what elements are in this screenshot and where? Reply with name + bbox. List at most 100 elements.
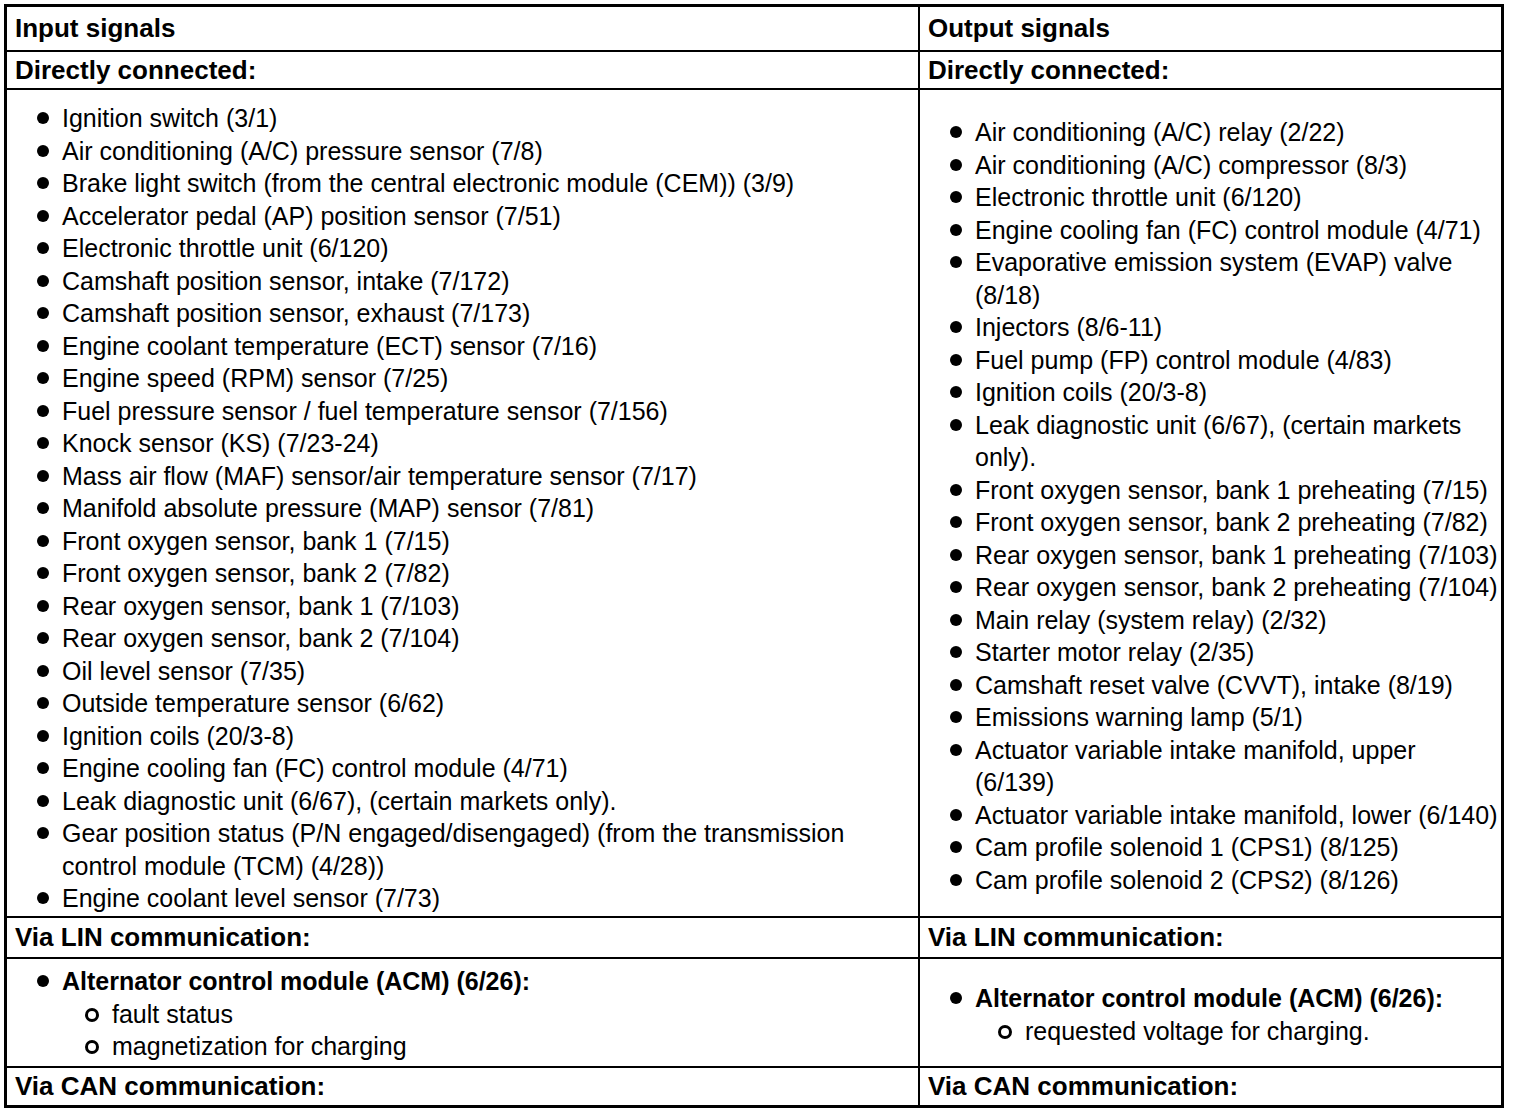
list-item-text: Actuator variable intake manifold, upper… — [975, 736, 1416, 797]
list-item: Rear oxygen sensor, bank 2 preheating (7… — [920, 571, 1501, 604]
list-item: Rear oxygen sensor, bank 1 preheating (7… — [920, 539, 1501, 572]
list-item-text: Mass air flow (MAF) sensor/air temperatu… — [62, 462, 697, 490]
list-item-text: Engine cooling fan (FC) control module (… — [975, 216, 1481, 244]
via-lin-label: Via LIN communication: — [7, 922, 311, 953]
list-item: Electronic throttle unit (6/120) — [7, 232, 918, 265]
list-item: Oil level sensor (7/35) — [7, 655, 918, 688]
list-item: Actuator variable intake manifold, upper… — [920, 734, 1501, 799]
sub-list-item: requested voltage for charging. — [920, 1015, 1501, 1048]
list-item: Ignition switch (3/1) — [7, 102, 918, 135]
filled-bullet-icon — [37, 437, 49, 449]
filled-bullet-icon — [37, 177, 49, 189]
list-item-text: Engine cooling fan (FC) control module (… — [62, 754, 568, 782]
document-page: Input signals Directly connected: Igniti… — [0, 0, 1520, 1116]
input-signals-header: Input signals — [7, 13, 175, 44]
list-item: Front oxygen sensor, bank 2 preheating (… — [920, 506, 1501, 539]
list-item-text: Starter motor relay (2/35) — [975, 638, 1254, 666]
list-item-text: Camshaft reset valve (CVVT), intake (8/1… — [975, 671, 1453, 699]
list-item: Starter motor relay (2/35) — [920, 636, 1501, 669]
list-item: Engine cooling fan (FC) control module (… — [920, 214, 1501, 247]
filled-bullet-icon — [37, 112, 49, 124]
list-item-text: magnetization for charging — [112, 1032, 407, 1060]
list-item: Air conditioning (A/C) compressor (8/3) — [920, 149, 1501, 182]
list-item: Rear oxygen sensor, bank 1 (7/103) — [7, 590, 918, 623]
list-item-text: Front oxygen sensor, bank 2 preheating (… — [975, 508, 1488, 536]
filled-bullet-icon — [37, 307, 49, 319]
list-item: Mass air flow (MAF) sensor/air temperatu… — [7, 460, 918, 493]
signals-table: Input signals Directly connected: Igniti… — [4, 4, 1504, 1108]
filled-bullet-icon — [950, 516, 962, 528]
list-item: Leak diagnostic unit (6/67), (certain ma… — [7, 785, 918, 818]
filled-bullet-icon — [37, 697, 49, 709]
output-directly-connected-list: Air conditioning (A/C) relay (2/22) Air c… — [920, 116, 1501, 896]
list-item: Cam profile solenoid 1 (CPS1) (8/125) — [920, 831, 1501, 864]
list-item-text: Ignition coils (20/3-8) — [975, 378, 1207, 406]
list-item-text: Oil level sensor (7/35) — [62, 657, 305, 685]
output-via-lin-label-cell: Via LIN communication: — [920, 918, 1501, 959]
open-circle-bullet-icon — [85, 1040, 99, 1054]
filled-bullet-icon — [950, 256, 962, 268]
filled-bullet-icon — [37, 975, 49, 987]
filled-bullet-icon — [37, 502, 49, 514]
filled-bullet-icon — [950, 549, 962, 561]
list-item: Engine speed (RPM) sensor (7/25) — [7, 362, 918, 395]
filled-bullet-icon — [37, 405, 49, 417]
list-item-text: Front oxygen sensor, bank 1 (7/15) — [62, 527, 450, 555]
open-circle-bullet-icon — [998, 1025, 1012, 1039]
list-item: Manifold absolute pressure (MAP) sensor … — [7, 492, 918, 525]
list-item: Front oxygen sensor, bank 1 preheating (… — [920, 474, 1501, 507]
filled-bullet-icon — [37, 340, 49, 352]
filled-bullet-icon — [37, 210, 49, 222]
output-via-lin-list: Alternator control module (ACM) (6/26): r… — [920, 982, 1501, 1047]
list-item: Engine coolant temperature (ECT) sensor … — [7, 330, 918, 363]
filled-bullet-icon — [37, 242, 49, 254]
list-item-text: Alternator control module (ACM) (6/26): — [975, 984, 1443, 1012]
list-item-text: fault status — [112, 1000, 233, 1028]
output-via-lin-list-cell: Alternator control module (ACM) (6/26): r… — [920, 959, 1501, 1068]
list-item-text: Electronic throttle unit (6/120) — [975, 183, 1302, 211]
list-item: Knock sensor (KS) (7/23-24) — [7, 427, 918, 460]
filled-bullet-icon — [950, 744, 962, 756]
list-item-text: Cam profile solenoid 1 (CPS1) (8/125) — [975, 833, 1399, 861]
filled-bullet-icon — [950, 581, 962, 593]
input-via-lin-label-cell: Via LIN communication: — [7, 918, 918, 959]
list-item: Gear position status (P/N engaged/diseng… — [7, 817, 918, 882]
filled-bullet-icon — [950, 809, 962, 821]
list-item-text: Manifold absolute pressure (MAP) sensor … — [62, 494, 594, 522]
list-item: Ignition coils (20/3-8) — [7, 720, 918, 753]
list-item-text: Front oxygen sensor, bank 2 (7/82) — [62, 559, 450, 587]
filled-bullet-icon — [950, 711, 962, 723]
input-via-lin-list-cell: Alternator control module (ACM) (6/26):f… — [7, 959, 918, 1068]
output-signals-column: Output signals Directly connected: Air c… — [918, 7, 1501, 1105]
filled-bullet-icon — [37, 892, 49, 904]
list-item-text: Air conditioning (A/C) pressure sensor (… — [62, 137, 543, 165]
list-item: Injectors (8/6-11) — [920, 311, 1501, 344]
list-item-text: Camshaft position sensor, exhaust (7/173… — [62, 299, 530, 327]
list-item-text: Fuel pump (FP) control module (4/83) — [975, 346, 1392, 374]
list-item-text: Outside temperature sensor (6/62) — [62, 689, 444, 717]
directly-connected-label: Directly connected: — [920, 55, 1169, 86]
filled-bullet-icon — [950, 992, 962, 1004]
list-item: Brake light switch (from the central ele… — [7, 167, 918, 200]
input-via-can-label-cell: Via CAN communication: — [7, 1068, 918, 1105]
filled-bullet-icon — [37, 827, 49, 839]
list-item: Electronic throttle unit (6/120) — [920, 181, 1501, 214]
list-item-text: requested voltage for charging. — [1025, 1017, 1370, 1045]
list-item: Ignition coils (20/3-8) — [920, 376, 1501, 409]
filled-bullet-icon — [950, 191, 962, 203]
list-item: Camshaft position sensor, intake (7/172) — [7, 265, 918, 298]
filled-bullet-icon — [950, 419, 962, 431]
list-item-text: Air conditioning (A/C) relay (2/22) — [975, 118, 1345, 146]
list-item-text: Rear oxygen sensor, bank 2 (7/104) — [62, 624, 459, 652]
list-item-text: Camshaft position sensor, intake (7/172) — [62, 267, 509, 295]
filled-bullet-icon — [950, 614, 962, 626]
list-item: Camshaft reset valve (CVVT), intake (8/1… — [920, 669, 1501, 702]
list-item-text: Main relay (system relay) (2/32) — [975, 606, 1326, 634]
sub-list-item: magnetization for charging — [7, 1030, 918, 1063]
filled-bullet-icon — [950, 224, 962, 236]
via-can-label: Via CAN communication: — [7, 1071, 325, 1102]
list-item-text: Brake light switch (from the central ele… — [62, 169, 794, 197]
list-item-text: Cam profile solenoid 2 (CPS2) (8/126) — [975, 866, 1399, 894]
sub-list-item: fault status — [7, 998, 918, 1031]
list-item-text: Engine speed (RPM) sensor (7/25) — [62, 364, 448, 392]
